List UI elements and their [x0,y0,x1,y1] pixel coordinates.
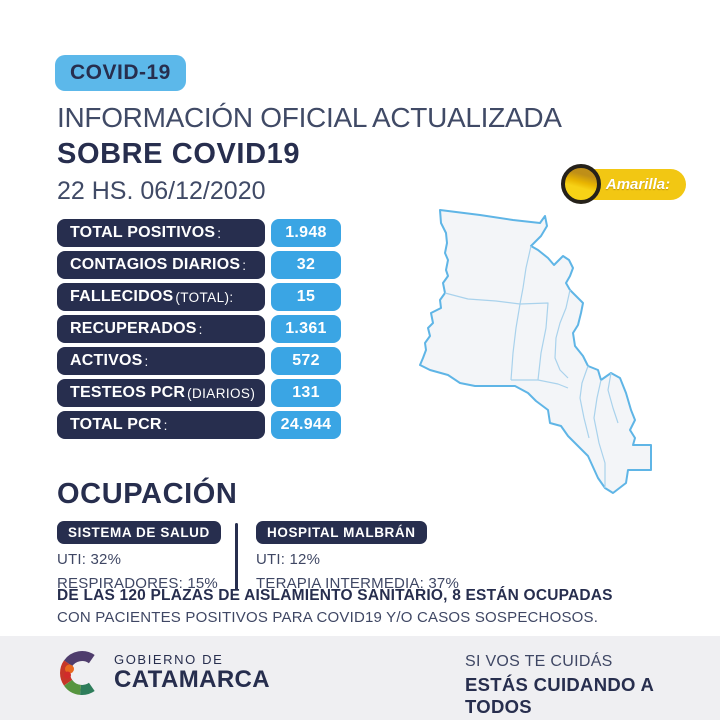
stat-label: FALLECIDOS (TOTAL): [57,283,265,311]
uti-stat: UTI: 32% [57,551,122,568]
table-row: CONTAGIOS DIARIOS: 32 [57,251,341,279]
table-row: RECUPERADOS: 1.361 [57,315,341,343]
table-row: FALLECIDOS (TOTAL): 15 [57,283,341,311]
catamarca-province-map [408,198,668,508]
org-line-2: CATAMARCA [114,666,271,693]
stats-table: TOTAL POSITIVOS: 1.948 CONTAGIOS DIARIOS… [57,219,341,443]
stat-label-suffix: (DIARIOS) [187,385,256,401]
stat-label-text: TOTAL PCR [70,416,162,433]
title-block: INFORMACIÓN OFICIAL ACTUALIZADA SOBRE CO… [57,102,562,206]
stat-value: 15 [271,283,341,311]
table-row: ACTIVOS: 572 [57,347,341,375]
ocupacion-columns: SISTEMA DE SALUD UTI: 32% RESPIRADORES: … [57,521,459,592]
sistema-de-salud-column: SISTEMA DE SALUD UTI: 32% RESPIRADORES: … [57,521,232,592]
stat-label-text: RECUPERADOS [70,320,197,337]
stat-label-text: ACTIVOS [70,352,143,369]
title-line-2: SOBRE COVID19 [57,138,301,170]
stat-label-text: TOTAL POSITIVOS [70,224,216,241]
ocupacion-section: OCUPACIÓN SISTEMA DE SALUD UTI: 32% RESP… [57,478,459,592]
phase-alert-label: Amarilla: [605,176,671,193]
sistema-de-salud-badge: SISTEMA DE SALUD [57,521,221,544]
stat-label-suffix: : [144,353,149,369]
stat-label-suffix: : [198,321,203,337]
stat-label: TOTAL POSITIVOS: [57,219,265,247]
stat-label: ACTIVOS: [57,347,265,375]
uti-stat: UTI: 12% [256,551,321,568]
stat-label-suffix: : [242,257,247,273]
yellow-status-circle-icon [561,164,601,204]
stat-label-text: TESTEOS PCR [70,384,186,401]
footer-slogan: SI VOS TE CUIDÁS ESTÁS CUIDANDO A TODOS [465,653,720,718]
footer-bar: GOBIERNO DE CATAMARCA SI VOS TE CUIDÁS E… [0,636,720,720]
isolation-note-regular: CON PACIENTES POSITIVOS PARA COVID19 Y/O… [57,609,599,626]
isolation-note: DE LAS 120 PLAZAS DE AISLAMIENTO SANITAR… [57,587,613,626]
stat-label: CONTAGIOS DIARIOS: [57,251,265,279]
slogan-line-2: ESTÁS CUIDANDO A TODOS [465,674,654,717]
stat-value: 32 [271,251,341,279]
province-map-icon [419,209,652,494]
column-divider [235,523,238,590]
table-row: TESTEOS PCR (DIARIOS) 131 [57,379,341,407]
terapia-intermedia-stat: TERAPIA INTERMEDIA: 37% [256,575,459,592]
hospital-malbran-badge: HOSPITAL MALBRÁN [256,521,427,544]
report-datetime: 22 HS. 06/12/2020 [57,177,266,205]
stat-label: TESTEOS PCR (DIARIOS) [57,379,265,407]
covid19-badge: COVID-19 [55,55,186,91]
stat-value: 572 [271,347,341,375]
stat-value: 24.944 [271,411,341,439]
isolation-note-bold: DE LAS 120 PLAZAS DE AISLAMIENTO SANITAR… [57,587,613,604]
ocupacion-heading: OCUPACIÓN [57,478,238,510]
stat-label-suffix: : [217,225,222,241]
respiradores-stat: RESPIRADORES: 15% [57,575,218,592]
hospital-malbran-column: HOSPITAL MALBRÁN UTI: 12% TERAPIA INTERM… [256,521,459,592]
government-logo: GOBIERNO DE CATAMARCA [58,649,270,697]
title-line-1: INFORMACIÓN OFICIAL ACTUALIZADA [57,102,562,133]
table-row: TOTAL POSITIVOS: 1.948 [57,219,341,247]
stat-label: TOTAL PCR: [57,411,265,439]
stat-value: 1.361 [271,315,341,343]
phase-alert-badge: Amarilla: [561,164,686,204]
table-row: TOTAL PCR: 24.944 [57,411,341,439]
stat-value: 1.948 [271,219,341,247]
stat-label: RECUPERADOS: [57,315,265,343]
stat-value: 131 [271,379,341,407]
org-line-1: GOBIERNO DE [114,652,224,667]
slogan-line-1: SI VOS TE CUIDÁS [465,653,613,670]
stat-label-suffix: : [163,417,168,433]
stat-label-text: FALLECIDOS [70,288,174,305]
stat-label-suffix: (TOTAL): [175,289,234,305]
stat-label-text: CONTAGIOS DIARIOS [70,256,241,273]
catamarca-c-logo-icon [60,651,95,695]
government-logo-text: GOBIERNO DE CATAMARCA [114,652,270,694]
